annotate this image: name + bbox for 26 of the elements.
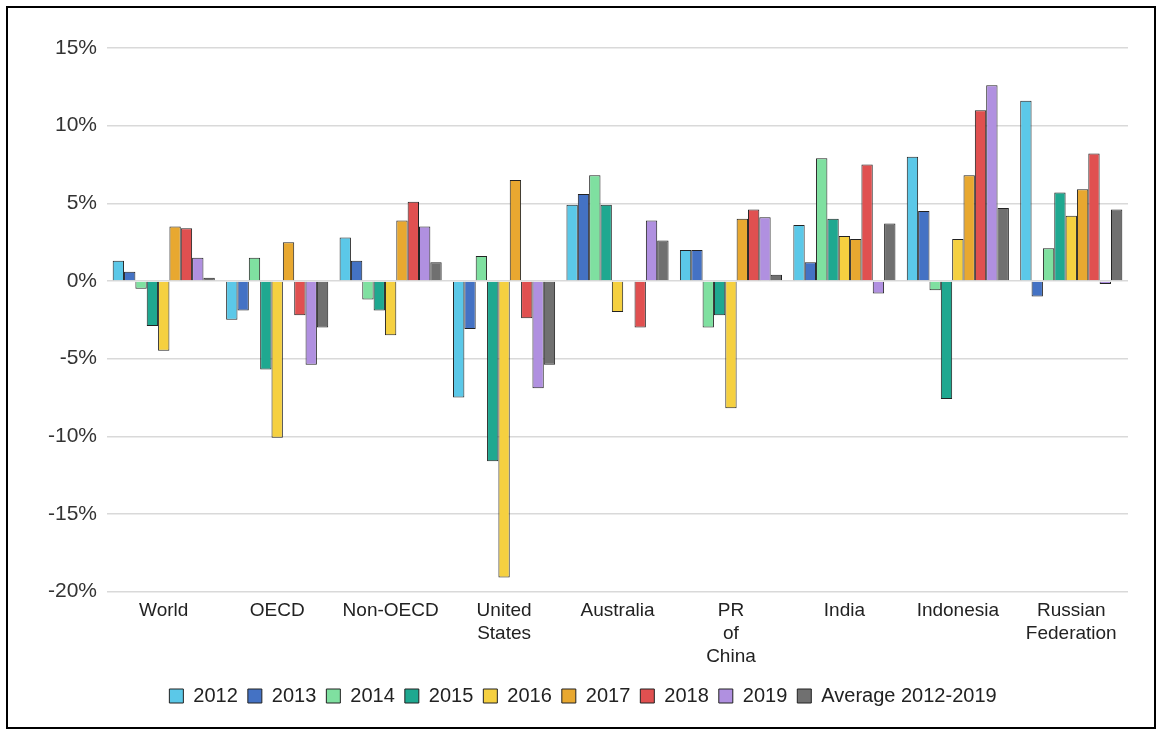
legend-label: 2012	[193, 683, 238, 706]
legend-label: Average 2012-2019	[821, 683, 997, 706]
x-tick-label: OECD	[249, 599, 305, 621]
x-tick-label: Non-OECD	[342, 599, 439, 621]
y-tick-label: 15%	[54, 34, 98, 58]
legend-label: 2016	[507, 683, 552, 706]
y-tick-label: -5%	[59, 345, 98, 369]
y-tick-label: 10%	[54, 112, 98, 136]
legend-label: 2018	[664, 683, 709, 706]
x-tick-label: United States	[476, 599, 532, 644]
legend-label: 2017	[585, 683, 631, 706]
legend-label: 2013	[271, 683, 317, 706]
y-tick-label: 5%	[66, 190, 98, 214]
x-tick-label: PR of China	[706, 599, 757, 666]
x-tick-label: India	[823, 599, 866, 621]
x-tick-label: Australia	[580, 599, 655, 621]
x-tick-label: Indonesia	[916, 599, 1000, 621]
y-tick-label: -20%	[47, 578, 98, 602]
y-tick-label: -15%	[47, 500, 98, 524]
legend-label: 2019	[742, 683, 788, 706]
x-tick-label: World	[139, 599, 189, 621]
legend-label: 2014	[350, 683, 395, 706]
y-tick-label: -10%	[47, 423, 98, 447]
legend-label: 2015	[428, 683, 474, 706]
x-tick-label: Russian Federation	[1025, 599, 1117, 644]
y-tick-label: 0%	[66, 267, 98, 291]
